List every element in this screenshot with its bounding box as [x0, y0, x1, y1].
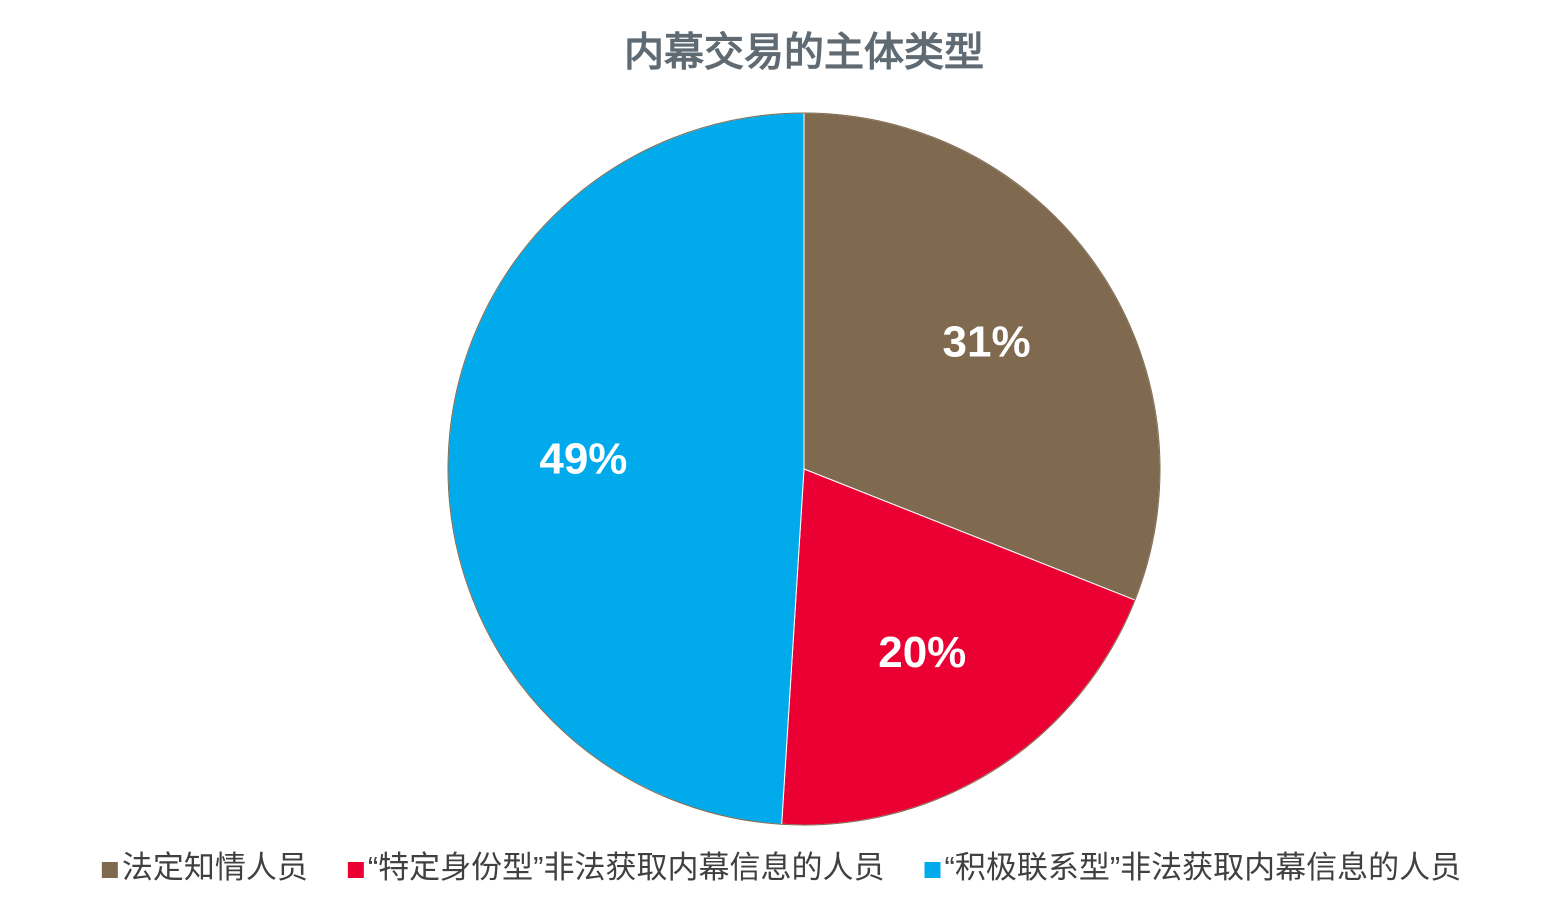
legend-marker [101, 862, 118, 878]
legend-label: “积极联系型”非法获取内幕信息的人员 [945, 850, 1462, 885]
legend-marker [924, 862, 941, 878]
chart-title: 内幕交易的主体类型 [624, 31, 984, 75]
legend-label: “特定身份型”非法获取内幕信息的人员 [368, 850, 885, 885]
value-label: 49% [539, 435, 627, 484]
legend-marker [347, 862, 364, 878]
value-label: 31% [943, 318, 1031, 367]
value-label: 20% [878, 628, 966, 677]
legend-label: 法定知情人员 [122, 850, 308, 885]
pie-outline [447, 112, 1161, 826]
legend: 法定知情人员 “特定身份型”非法获取内幕信息的人员 “积极联系型”非法获取内幕信息的… [101, 850, 1462, 885]
